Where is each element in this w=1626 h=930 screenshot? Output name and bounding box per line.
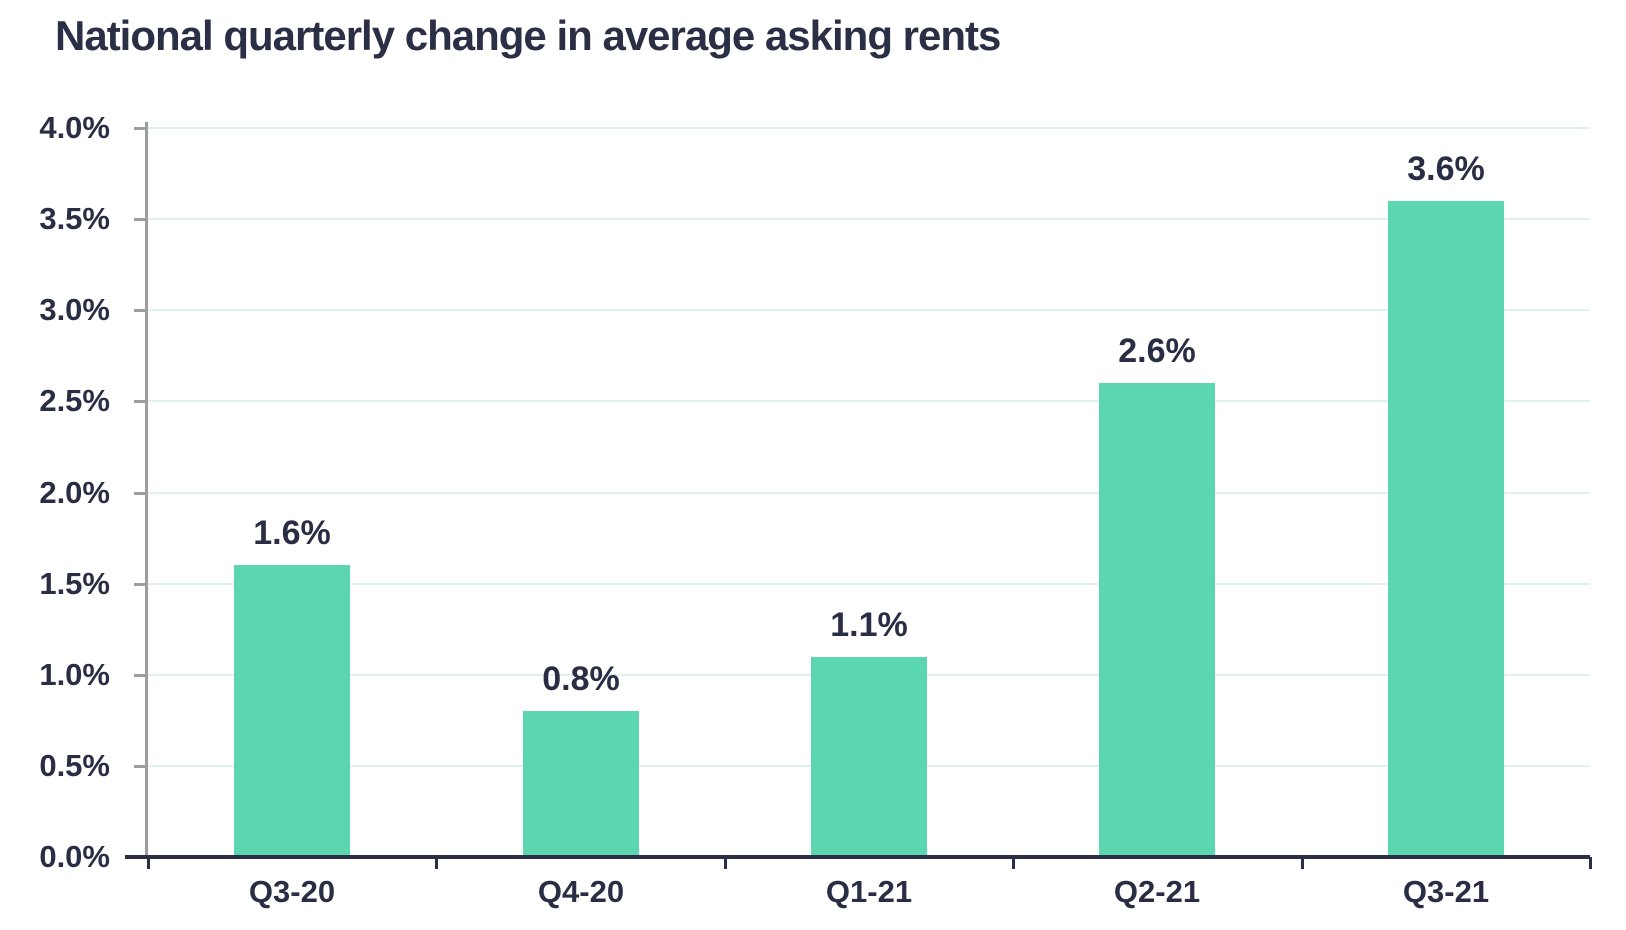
gridline bbox=[148, 218, 1590, 220]
x-axis-category-label: Q4-20 bbox=[537, 874, 625, 909]
y-axis-tick bbox=[134, 127, 147, 130]
chart-title: National quarterly change in average ask… bbox=[55, 12, 1001, 59]
bar-value-label: 1.6% bbox=[253, 514, 331, 552]
x-axis-tick bbox=[1589, 857, 1592, 869]
gridline bbox=[148, 583, 1590, 585]
y-axis-tick-label: 1.0% bbox=[39, 657, 110, 692]
gridline bbox=[148, 127, 1590, 129]
x-axis-line bbox=[125, 855, 1590, 859]
y-axis-tick-label: 0.5% bbox=[39, 748, 110, 783]
bar-value-label: 3.6% bbox=[1407, 150, 1485, 188]
gridline bbox=[148, 400, 1590, 402]
bar-value-label: 1.1% bbox=[830, 606, 908, 644]
bar-q2-21 bbox=[1099, 383, 1215, 857]
x-axis-category-label: Q3-20 bbox=[248, 874, 336, 909]
bar-q3-21 bbox=[1388, 201, 1504, 857]
x-axis-tick bbox=[1301, 857, 1304, 869]
x-axis-tick bbox=[435, 857, 438, 869]
gridline bbox=[148, 492, 1590, 494]
y-axis-tick-label: 2.5% bbox=[39, 383, 110, 418]
y-axis-tick bbox=[134, 218, 147, 221]
y-axis-tick-label: 3.5% bbox=[39, 201, 110, 236]
y-axis-tick bbox=[134, 492, 147, 495]
x-axis-tick bbox=[1012, 857, 1015, 869]
y-axis-tick bbox=[134, 583, 147, 586]
bar-value-label: 0.8% bbox=[542, 660, 620, 698]
y-axis-tick bbox=[134, 309, 147, 312]
x-axis-tick bbox=[147, 857, 150, 869]
y-axis-tick-label: 0.0% bbox=[39, 839, 110, 874]
x-axis-category-label: Q3-21 bbox=[1402, 874, 1490, 909]
y-axis-line bbox=[145, 122, 148, 857]
bar-q4-20 bbox=[523, 711, 639, 857]
bar-q3-20 bbox=[234, 565, 350, 857]
y-axis-tick-label: 4.0% bbox=[39, 110, 110, 145]
x-axis-tick bbox=[724, 857, 727, 869]
y-axis-tick-label: 2.0% bbox=[39, 475, 110, 510]
y-axis-tick bbox=[134, 674, 147, 677]
x-axis-category-label: Q1-21 bbox=[825, 874, 913, 909]
y-axis-tick-label: 3.0% bbox=[39, 292, 110, 327]
bar-value-label: 2.6% bbox=[1118, 332, 1196, 370]
x-axis-category-label: Q2-21 bbox=[1113, 874, 1201, 909]
gridline bbox=[148, 309, 1590, 311]
y-axis-tick bbox=[134, 765, 147, 768]
y-axis-tick-label: 1.5% bbox=[39, 566, 110, 601]
y-axis-tick bbox=[134, 400, 147, 403]
bar-q1-21 bbox=[811, 657, 927, 857]
